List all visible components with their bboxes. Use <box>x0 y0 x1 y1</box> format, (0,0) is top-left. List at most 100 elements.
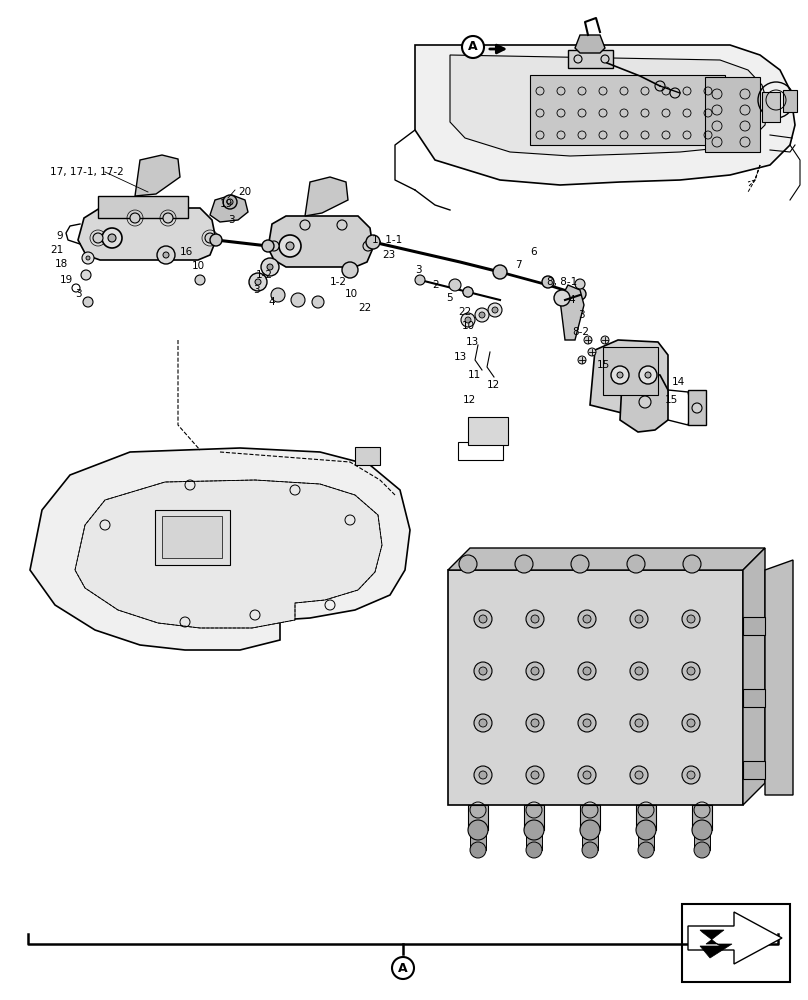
Circle shape <box>130 213 140 223</box>
Text: A: A <box>398 962 408 974</box>
Bar <box>743 761 765 779</box>
Bar <box>582 828 598 850</box>
Circle shape <box>463 287 473 297</box>
Text: 19: 19 <box>220 199 234 209</box>
Text: 3: 3 <box>228 215 234 225</box>
Circle shape <box>526 766 544 784</box>
Circle shape <box>683 555 701 573</box>
Polygon shape <box>560 285 584 340</box>
Circle shape <box>470 842 486 858</box>
Circle shape <box>588 348 596 356</box>
Polygon shape <box>530 75 725 145</box>
Circle shape <box>366 235 380 249</box>
Circle shape <box>578 714 596 732</box>
Circle shape <box>479 667 487 675</box>
Circle shape <box>195 275 205 285</box>
Circle shape <box>578 662 596 680</box>
Circle shape <box>474 714 492 732</box>
Circle shape <box>108 234 116 242</box>
Bar <box>568 50 613 68</box>
Circle shape <box>493 265 507 279</box>
Circle shape <box>492 307 498 313</box>
Text: 15: 15 <box>665 395 678 405</box>
Circle shape <box>630 766 648 784</box>
Polygon shape <box>590 340 668 413</box>
Text: 20: 20 <box>238 187 251 197</box>
Circle shape <box>479 719 487 727</box>
Text: 12: 12 <box>463 395 476 405</box>
Circle shape <box>531 667 539 675</box>
Circle shape <box>635 615 643 623</box>
Text: 10: 10 <box>462 321 475 331</box>
Text: 1-2: 1-2 <box>330 277 347 287</box>
Circle shape <box>692 403 702 413</box>
Text: 18: 18 <box>55 259 68 269</box>
Text: 12: 12 <box>487 380 500 390</box>
Text: 10: 10 <box>345 289 358 299</box>
Circle shape <box>630 662 648 680</box>
Text: 7: 7 <box>515 260 522 270</box>
Circle shape <box>462 36 484 58</box>
Circle shape <box>488 303 502 317</box>
Circle shape <box>415 275 425 285</box>
Circle shape <box>479 771 487 779</box>
Text: 3: 3 <box>578 310 585 320</box>
Circle shape <box>635 667 643 675</box>
Bar <box>526 828 542 850</box>
Polygon shape <box>75 480 382 628</box>
Circle shape <box>526 610 544 628</box>
Circle shape <box>682 766 700 784</box>
Circle shape <box>526 842 542 858</box>
Circle shape <box>163 213 173 223</box>
Bar <box>694 828 710 850</box>
Circle shape <box>300 220 310 230</box>
Bar <box>468 805 488 830</box>
Circle shape <box>262 240 274 252</box>
Text: 16: 16 <box>180 247 193 257</box>
Circle shape <box>205 233 215 243</box>
Circle shape <box>526 662 544 680</box>
Bar <box>688 390 706 425</box>
Bar <box>603 347 658 395</box>
Circle shape <box>601 336 609 344</box>
Circle shape <box>583 667 591 675</box>
Circle shape <box>465 317 471 323</box>
Text: 1, 1-1: 1, 1-1 <box>372 235 402 245</box>
Circle shape <box>682 662 700 680</box>
Circle shape <box>580 820 600 840</box>
Text: 3: 3 <box>253 285 259 295</box>
Text: 11: 11 <box>468 370 482 380</box>
Text: 14: 14 <box>672 377 685 387</box>
Polygon shape <box>575 35 605 53</box>
Circle shape <box>583 771 591 779</box>
Circle shape <box>531 771 539 779</box>
Text: 21: 21 <box>50 245 63 255</box>
Circle shape <box>475 308 489 322</box>
Circle shape <box>584 336 592 344</box>
Bar <box>682 904 790 982</box>
Text: 8-2: 8-2 <box>572 327 589 337</box>
Text: 13: 13 <box>454 352 467 362</box>
Polygon shape <box>415 45 795 185</box>
Text: 5: 5 <box>446 293 452 303</box>
Circle shape <box>93 233 103 243</box>
Text: 6: 6 <box>530 247 537 257</box>
Circle shape <box>267 264 273 270</box>
Circle shape <box>291 293 305 307</box>
Circle shape <box>468 820 488 840</box>
Text: 4: 4 <box>268 297 275 307</box>
Circle shape <box>515 555 533 573</box>
Circle shape <box>578 766 596 784</box>
Text: 8, 8-1: 8, 8-1 <box>547 277 577 287</box>
Text: 22: 22 <box>458 307 471 317</box>
Circle shape <box>571 555 589 573</box>
Circle shape <box>682 714 700 732</box>
Circle shape <box>627 555 645 573</box>
Circle shape <box>337 220 347 230</box>
Polygon shape <box>620 372 668 432</box>
Circle shape <box>342 262 358 278</box>
Text: 22: 22 <box>358 303 371 313</box>
Circle shape <box>574 288 586 300</box>
Bar <box>692 805 712 830</box>
Circle shape <box>687 771 695 779</box>
